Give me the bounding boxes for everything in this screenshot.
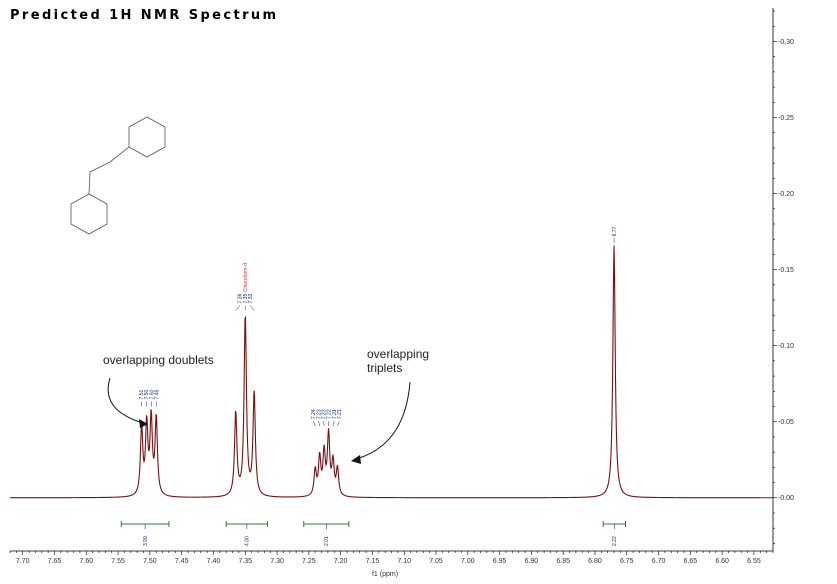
linker-bond-3 — [88, 171, 91, 195]
x-tick-label: 6.90 — [525, 558, 539, 565]
plot-frame — [10, 8, 774, 552]
peak-label-connector — [332, 421, 335, 427]
peak-label: 7.23 — [316, 409, 322, 419]
chart-title: Predicted 1H NMR Spectrum — [10, 8, 279, 23]
peak-label-connector — [318, 421, 320, 427]
y-tick-label: -0.05 — [778, 419, 794, 426]
y-axis: -0.00 -0.05 -0.10 -0.15 -0.20 -0.25 -0.30 — [773, 10, 794, 544]
peak-label: 7.35 Chloroform-d — [243, 263, 249, 304]
annotation-arrowhead-triplets — [351, 455, 361, 464]
integral-value: 2.22 — [612, 536, 618, 546]
peak-label: 7.24 — [311, 409, 317, 419]
peak-label: 7.51 — [139, 389, 145, 399]
annotation-overlapping-triplets-line1: overlapping — [367, 347, 429, 361]
peak-labels: 7.51 7.50 7.50 7.497.36 7.35 Chloroform-d7.3… — [139, 226, 618, 427]
peak-label-connector — [235, 305, 241, 311]
peak-label: 7.36 — [238, 293, 244, 303]
x-tick-label: 7.25 — [302, 558, 316, 565]
annotation-arrow-doublets — [107, 377, 144, 424]
y-tick-label: -0.20 — [778, 191, 794, 198]
x-tick-label: 7.20 — [334, 558, 348, 565]
peak-label: 7.21 — [337, 409, 343, 419]
x-axis-label: f1 (ppm) — [372, 571, 398, 578]
annotation-overlapping-doublets: overlapping doublets — [103, 353, 214, 367]
integral-value: 3.99 — [143, 536, 149, 546]
y-tick-label: -0.15 — [778, 267, 794, 274]
peak-label-connector — [337, 421, 340, 427]
y-tick-label: -0.25 — [778, 115, 794, 122]
x-axis: 7.70 7.65 7.60 7.55 7.50 7.45 7.40 7.35 7.30 7.25… — [9, 551, 774, 565]
lower-benzene-ring — [70, 193, 108, 235]
peak-label: 7.50 — [144, 389, 150, 399]
x-tick-label: 6.60 — [715, 558, 729, 565]
peak-label: 7.22 — [327, 409, 333, 419]
peak-label-connector — [313, 421, 316, 427]
x-tick-label: 7.05 — [429, 558, 443, 565]
peak-label: 7.33 — [248, 293, 254, 303]
x-tick-label: 6.70 — [652, 558, 666, 565]
linker-bond-2 — [89, 161, 111, 173]
x-tick-label: 7.35 — [238, 558, 252, 565]
molecule-structure — [70, 116, 166, 235]
peak-label: 7.50 — [149, 389, 155, 399]
upper-benzene-ring — [128, 116, 166, 158]
x-tick-label: 7.40 — [207, 558, 221, 565]
integral-markers: 3.99 4.00 2.01 2.22 — [120, 521, 626, 546]
x-tick-label: 7.50 — [143, 558, 157, 565]
peak-label: 7.49 — [155, 389, 161, 399]
annotation-overlapping-triplets-line2: triplets — [367, 361, 402, 375]
x-tick-label: 6.80 — [588, 558, 602, 565]
x-tick-label: 7.10 — [397, 558, 411, 565]
peak-label: 6.77 — [612, 226, 618, 236]
y-tick-label: -0.00 — [778, 495, 794, 502]
x-tick-label: 6.55 — [747, 558, 761, 565]
x-tick-label: 7.45 — [175, 558, 189, 565]
peak-label: 7.23 — [322, 409, 328, 419]
linker-bond-1 — [109, 146, 130, 163]
x-tick-label: 6.85 — [556, 558, 570, 565]
x-tick-label: 6.95 — [493, 558, 507, 565]
x-tick-label: 7.70 — [16, 558, 30, 565]
annotation-arrow-triplets — [355, 381, 411, 460]
peak-label: 7.21 — [332, 409, 338, 419]
x-tick-label: 7.55 — [111, 558, 125, 565]
x-tick-label: 7.60 — [79, 558, 93, 565]
x-tick-label: 6.65 — [684, 558, 698, 565]
x-tick-label: 7.15 — [366, 558, 380, 565]
x-tick-label: 7.30 — [270, 558, 284, 565]
integral-value: 2.01 — [324, 536, 330, 546]
x-tick-label: 7.00 — [461, 558, 475, 565]
x-tick-label: 6.75 — [620, 558, 634, 565]
peak-label-connector — [250, 305, 255, 311]
y-tick-label: -0.30 — [778, 39, 794, 46]
y-tick-label: -0.10 — [778, 343, 794, 350]
annotation-arrowhead-doublets — [139, 419, 148, 428]
spectrum-line — [10, 245, 773, 499]
x-tick-label: 7.65 — [48, 558, 62, 565]
integral-value: 4.00 — [245, 536, 251, 546]
